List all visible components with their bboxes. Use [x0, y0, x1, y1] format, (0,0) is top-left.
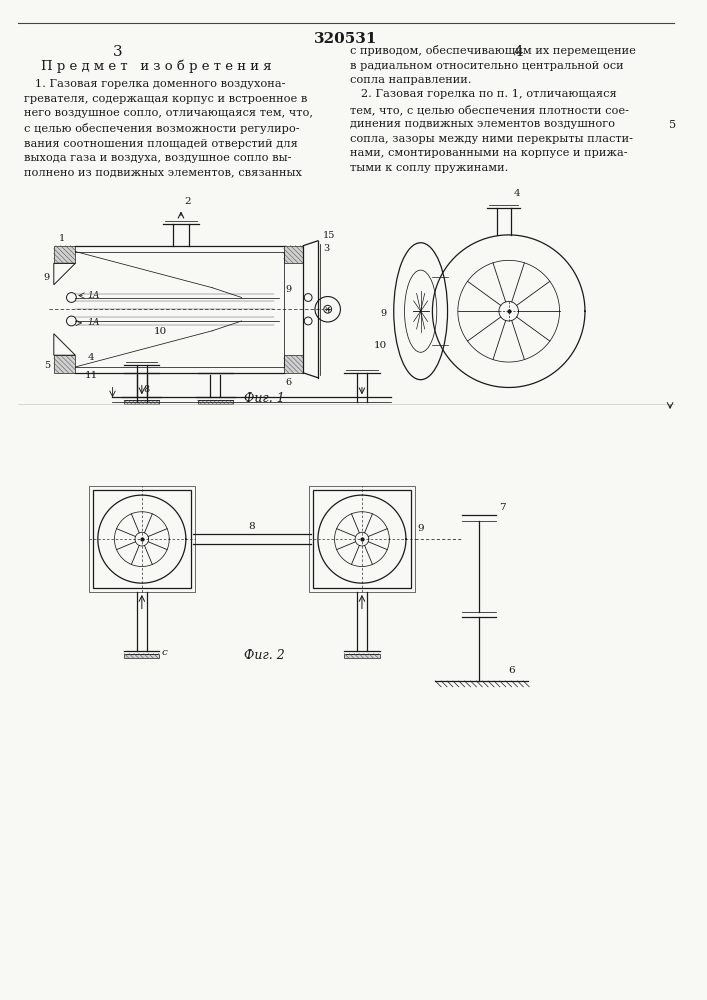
Text: 320531: 320531 [314, 32, 377, 46]
Bar [309, 486, 415, 592]
Text: с приводом, обеспечивающим их перемещение
в радиальном относительно центральной : с приводом, обеспечивающим их перемещени… [350, 45, 636, 173]
Bar [93, 490, 191, 588]
Text: 8: 8 [249, 522, 255, 531]
Text: 9: 9 [286, 285, 292, 294]
Text: 1: 1 [59, 234, 65, 243]
Text: 9: 9 [380, 309, 387, 318]
Text: 1А: 1А [87, 291, 100, 300]
Text: 3: 3 [112, 45, 122, 59]
Bar [197, 400, 233, 404]
Bar [124, 654, 160, 658]
Bar [89, 486, 194, 592]
Text: 10: 10 [153, 327, 167, 336]
Text: 2: 2 [184, 197, 190, 206]
Text: 1А: 1А [87, 318, 100, 327]
Text: 8: 8 [144, 385, 150, 394]
Bar [313, 490, 411, 588]
Text: 4: 4 [513, 189, 520, 198]
Text: 10: 10 [374, 341, 387, 350]
Text: 15: 15 [323, 231, 335, 240]
Text: 1. Газовая горелка доменного воздухона-
гревателя, содержащая корпус и встроенно: 1. Газовая горелка доменного воздухона- … [25, 79, 313, 177]
Bar [124, 400, 160, 404]
Text: Фиг. 1: Фиг. 1 [244, 392, 284, 405]
Text: 9: 9 [418, 524, 424, 533]
Text: 5: 5 [44, 361, 50, 370]
Text: c: c [161, 648, 167, 657]
Text: П р е д м е т   и з о б р е т е н и я: П р е д м е т и з о б р е т е н и я [41, 60, 271, 73]
Text: 6: 6 [509, 666, 515, 675]
Text: 9: 9 [44, 273, 50, 282]
Bar [284, 246, 303, 263]
Bar [284, 355, 303, 373]
Text: 3: 3 [323, 244, 329, 253]
Bar [54, 355, 76, 373]
Text: 5: 5 [669, 120, 676, 130]
Text: 6: 6 [286, 378, 292, 387]
Text: 11: 11 [85, 371, 98, 380]
Bar [344, 654, 380, 658]
Text: 7: 7 [499, 503, 506, 512]
Text: Фиг. 2: Фиг. 2 [244, 649, 284, 662]
Text: 4: 4 [513, 45, 523, 59]
Bar [54, 246, 76, 263]
Text: 4: 4 [88, 353, 95, 362]
